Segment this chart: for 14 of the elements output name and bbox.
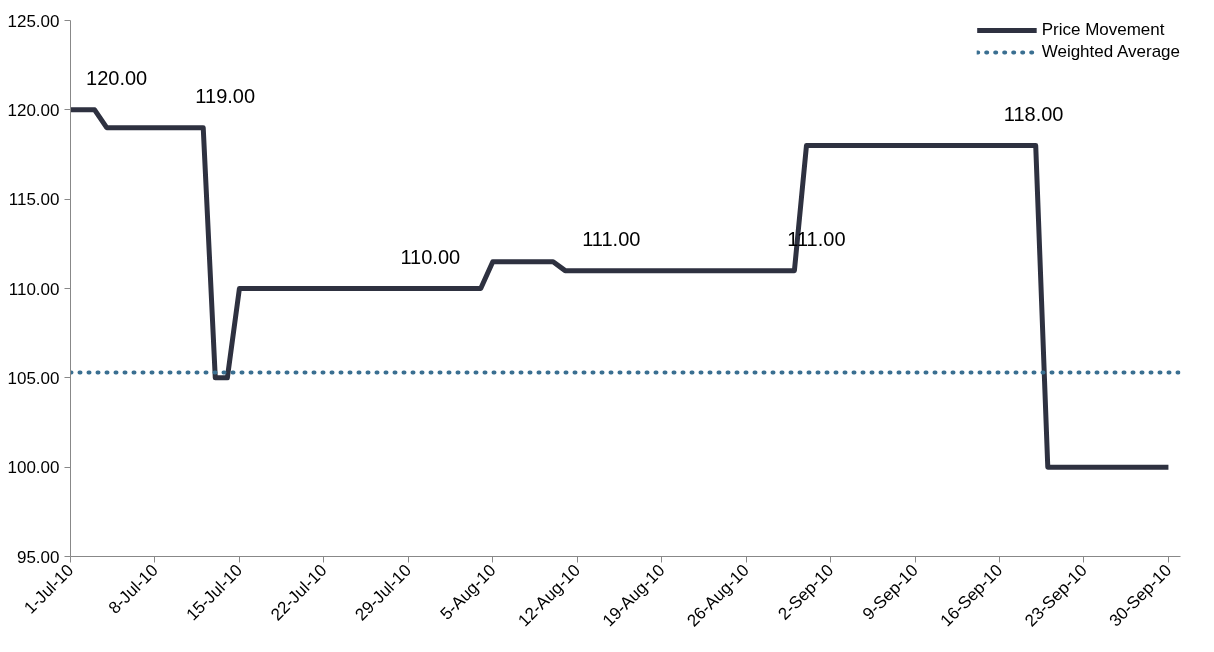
y-tick-label: 110.00	[8, 279, 60, 299]
annotation: 111.00	[582, 227, 641, 250]
annotation: 110.00	[400, 245, 461, 268]
legend-label: Weighted Average	[1041, 42, 1180, 62]
annotation: 118.00	[1003, 102, 1064, 125]
y-tick-label: 100.00	[7, 458, 60, 478]
legend-label: Price Movement	[1041, 20, 1165, 40]
y-tick-label: 115.00	[8, 190, 60, 210]
y-tick-label: 105.00	[7, 368, 60, 388]
y-tick-label: 120.00	[7, 100, 60, 120]
annotation: 119.00	[195, 84, 256, 107]
y-tick-label: 95.00	[16, 547, 60, 567]
annotation: 120.00	[86, 66, 148, 89]
y-tick-label: 125.00	[7, 11, 60, 31]
